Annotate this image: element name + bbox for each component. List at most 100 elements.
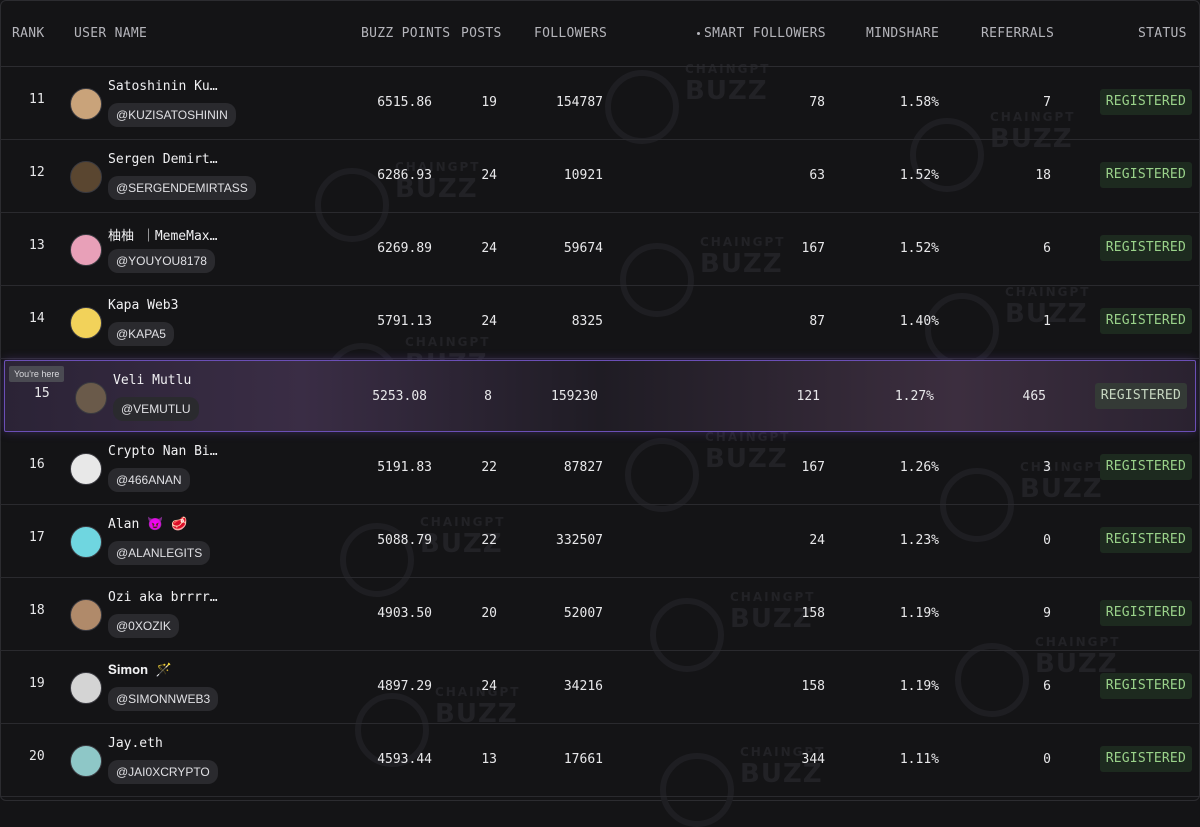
posts-cell: 22 [481, 460, 497, 475]
posts-cell: 20 [481, 606, 497, 621]
referrals-cell: 1 [1043, 314, 1051, 329]
mindshare-cell: 1.52% [899, 168, 939, 183]
posts-cell: 13 [481, 752, 497, 767]
table-header: RANK USER NAME BUZZ POINTS POSTS FOLLOWE… [0, 0, 1200, 67]
rank-cell: 20 [29, 749, 45, 764]
avatar[interactable] [70, 599, 102, 631]
buzz-points-cell: 4903.50 [377, 606, 432, 621]
status-badge: REGISTERED [1099, 308, 1192, 334]
smart-followers-cell: 78 [809, 95, 825, 110]
user-handle-badge[interactable]: @SERGENDEMIRTASS [108, 176, 256, 200]
table-row[interactable]: 12 Sergen Demirt… @SERGENDEMIRTASS 6286.93 2… [0, 140, 1200, 213]
user-handle-badge[interactable]: @ALANLEGITS [108, 541, 211, 565]
avatar[interactable] [70, 88, 102, 120]
buzz-points-cell: 5088.79 [377, 533, 432, 548]
header-posts[interactable]: POSTS [461, 26, 502, 41]
table-row[interactable]: 19 𝐒𝐢𝐦𝐨𝐧 🪄 @SIMONNWEB3 4897.29 24 34216 158 1.1… [0, 651, 1200, 724]
rank-cell: 15 [34, 386, 50, 401]
table-row[interactable]: 14 Kapa Web3 @KAPA5 5791.13 24 8325 87 1.40% 1 RE… [0, 286, 1200, 359]
followers-cell: 332507 [556, 533, 603, 548]
mindshare-cell: 1.26% [899, 460, 939, 475]
table-row[interactable]: 13 柚柚 ｜MemeMax… @YOUYOU8178 6269.89 24 59674 1… [0, 213, 1200, 286]
header-smart-followers[interactable]: SMART FOLLOWERS [697, 26, 826, 41]
user-display-name[interactable]: Kapa Web3 [108, 298, 179, 313]
table-row[interactable]: 18 Ozi aka brrrr… @0XOZIK 4903.50 20 52007 158… [0, 578, 1200, 651]
followers-cell: 17661 [563, 752, 603, 767]
sort-indicator-icon [697, 32, 700, 35]
rank-cell: 13 [29, 238, 45, 253]
rank-cell: 12 [29, 165, 45, 180]
table-row[interactable]: 20 Jay.eth @JAI0XCRYPTO 4593.44 13 17661 344 1.… [0, 724, 1200, 797]
mindshare-cell: 1.23% [899, 533, 939, 548]
smart-followers-cell: 63 [809, 168, 825, 183]
buzz-points-cell: 5253.08 [372, 389, 427, 404]
mindshare-cell: 1.40% [899, 314, 939, 329]
mindshare-cell: 1.27% [894, 389, 934, 404]
avatar[interactable] [70, 307, 102, 339]
avatar[interactable] [70, 745, 102, 777]
buzz-points-cell: 4897.29 [377, 679, 432, 694]
user-handle-badge[interactable]: @KUZISATOSHININ [108, 103, 236, 127]
avatar[interactable] [70, 526, 102, 558]
status-badge: REGISTERED [1099, 600, 1192, 626]
status-badge: REGISTERED [1099, 235, 1192, 261]
mindshare-cell: 1.11% [899, 752, 939, 767]
followers-cell: 159230 [551, 389, 598, 404]
referrals-cell: 9 [1043, 606, 1051, 621]
user-display-name[interactable]: Sergen Demirt… [108, 152, 218, 167]
header-status[interactable]: STATUS [1138, 26, 1187, 41]
followers-cell: 34216 [563, 679, 603, 694]
user-display-name[interactable]: Alan 😈 🥩 [108, 517, 188, 532]
user-handle-badge[interactable]: @SIMONNWEB3 [108, 687, 219, 711]
status-badge: REGISTERED [1094, 383, 1187, 409]
user-display-name[interactable]: 柚柚 ｜MemeMax… [108, 229, 218, 244]
referrals-cell: 0 [1043, 752, 1051, 767]
user-display-name[interactable]: Jay.eth [108, 736, 163, 751]
rank-cell: 19 [29, 676, 45, 691]
table-row[interactable]: 11 Satoshinin Ku… @KUZISATOSHININ 6515.86 19… [0, 67, 1200, 140]
user-handle-badge[interactable]: @JAI0XCRYPTO [108, 760, 218, 784]
rank-cell: 17 [29, 530, 45, 545]
smart-followers-cell: 344 [801, 752, 825, 767]
avatar[interactable] [70, 161, 102, 193]
buzz-points-cell: 5791.13 [377, 314, 432, 329]
user-handle-badge[interactable]: @466ANAN [108, 468, 190, 492]
header-buzz-points[interactable]: BUZZ POINTS [361, 26, 451, 41]
header-rank[interactable]: RANK [12, 26, 45, 41]
mindshare-cell: 1.19% [899, 606, 939, 621]
header-referrals[interactable]: REFERRALS [981, 26, 1055, 41]
status-badge: REGISTERED [1099, 454, 1192, 480]
posts-cell: 24 [481, 314, 497, 329]
buzz-points-cell: 4593.44 [377, 752, 432, 767]
posts-cell: 8 [484, 389, 492, 404]
user-display-name[interactable]: Ozi aka brrrr… [108, 590, 218, 605]
user-display-name[interactable]: Crypto Nan Bi… [108, 444, 218, 459]
posts-cell: 19 [481, 95, 497, 110]
followers-cell: 52007 [563, 606, 603, 621]
user-handle-badge[interactable]: @KAPA5 [108, 322, 174, 346]
avatar[interactable] [70, 672, 102, 704]
header-followers[interactable]: FOLLOWERS [534, 26, 608, 41]
user-display-name[interactable]: 𝐒𝐢𝐦𝐨𝐧 🪄 [108, 663, 173, 678]
rank-cell: 18 [29, 603, 45, 618]
table-row[interactable]: You're here 15 Veli Mutlu @VEMUTLU 5253.08 8 1… [4, 360, 1196, 432]
followers-cell: 10921 [563, 168, 603, 183]
status-badge: REGISTERED [1099, 673, 1192, 699]
avatar[interactable] [70, 234, 102, 266]
table-row[interactable]: 16 Crypto Nan Bi… @466ANAN 5191.83 22 87827 16… [0, 432, 1200, 505]
avatar[interactable] [70, 453, 102, 485]
smart-followers-cell: 24 [809, 533, 825, 548]
posts-cell: 24 [481, 168, 497, 183]
user-display-name[interactable]: Veli Mutlu [113, 373, 192, 388]
user-handle-badge[interactable]: @YOUYOU8178 [108, 249, 215, 273]
user-handle-badge[interactable]: @VEMUTLU [113, 397, 199, 421]
followers-cell: 8325 [571, 314, 603, 329]
header-user-name[interactable]: USER NAME [74, 26, 148, 41]
rank-cell: 11 [29, 92, 45, 107]
buzz-points-cell: 6269.89 [377, 241, 432, 256]
user-display-name[interactable]: Satoshinin Ku… [108, 79, 218, 94]
avatar[interactable] [75, 382, 107, 414]
user-handle-badge[interactable]: @0XOZIK [108, 614, 179, 638]
header-mindshare[interactable]: MINDSHARE [866, 26, 940, 41]
table-row[interactable]: 17 Alan 😈 🥩 @ALANLEGITS 5088.79 22 332507 24 1.… [0, 505, 1200, 578]
